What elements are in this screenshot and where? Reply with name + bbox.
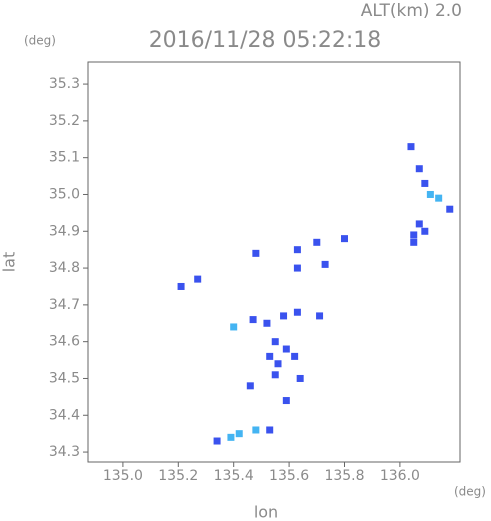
echo-point — [194, 275, 202, 283]
echo-point — [282, 397, 290, 405]
echo-point — [415, 220, 423, 228]
chart-title: 2016/11/28 05:22:18 — [149, 28, 382, 53]
y-tick-label: 34.7 — [49, 297, 80, 313]
echo-point — [274, 360, 282, 368]
y-tick-label: 34.5 — [49, 370, 80, 386]
y-axis-label: lat — [0, 252, 19, 273]
echo-point — [435, 194, 443, 202]
echo-point — [340, 235, 348, 243]
echo-point — [293, 246, 301, 254]
y-tick-label: 35.1 — [49, 150, 80, 166]
echo-point — [316, 312, 324, 320]
echo-point — [293, 264, 301, 272]
echo-point — [421, 227, 429, 235]
echo-point — [421, 179, 429, 187]
echo-point — [249, 316, 257, 324]
echo-point — [266, 426, 274, 434]
echo-point — [230, 323, 238, 331]
echo-point — [266, 352, 274, 360]
x-tick-label: 136.0 — [380, 468, 420, 484]
echo-point — [235, 430, 243, 438]
y-tick-label: 34.6 — [49, 334, 80, 350]
x-axis-label: lon — [254, 503, 278, 521]
x-unit: (deg) — [454, 485, 486, 499]
echo-point — [282, 345, 290, 353]
echo-point — [271, 338, 279, 346]
y-tick-label: 35.0 — [49, 186, 80, 202]
echo-point — [321, 260, 329, 268]
plot-frame — [87, 61, 461, 463]
echo-point — [271, 371, 279, 379]
y-tick-label: 34.4 — [49, 407, 80, 423]
echo-point — [291, 352, 299, 360]
x-tick-label: 135.8 — [324, 468, 364, 484]
echo-point — [246, 382, 254, 390]
altitude-label: ALT(km) 2.0 — [361, 1, 462, 21]
y-tick-label: 35.2 — [49, 113, 80, 129]
echo-point — [213, 437, 221, 445]
echo-point — [227, 433, 235, 441]
y-tick-label: 34.3 — [49, 444, 80, 460]
echo-point — [415, 165, 423, 173]
echo-point — [407, 143, 415, 151]
echo-point — [280, 312, 288, 320]
echo-point — [313, 238, 321, 246]
echo-point — [252, 426, 260, 434]
echo-point — [410, 231, 418, 239]
x-tick-label: 135.4 — [214, 468, 254, 484]
y-tick-label: 35.3 — [49, 76, 80, 92]
x-tick-label: 135.2 — [158, 468, 198, 484]
echo-point — [296, 374, 304, 382]
echo-point — [177, 282, 185, 290]
y-unit: (deg) — [24, 34, 56, 48]
echo-point — [426, 190, 434, 198]
echo-point — [446, 205, 454, 213]
echo-point — [263, 319, 271, 327]
x-tick-label: 135.0 — [103, 468, 143, 484]
y-tick-label: 34.8 — [49, 260, 80, 276]
echo-point — [410, 238, 418, 246]
y-tick-label: 34.9 — [49, 223, 80, 239]
echo-point — [293, 308, 301, 316]
echo-point — [252, 249, 260, 257]
x-tick-label: 135.6 — [269, 468, 309, 484]
